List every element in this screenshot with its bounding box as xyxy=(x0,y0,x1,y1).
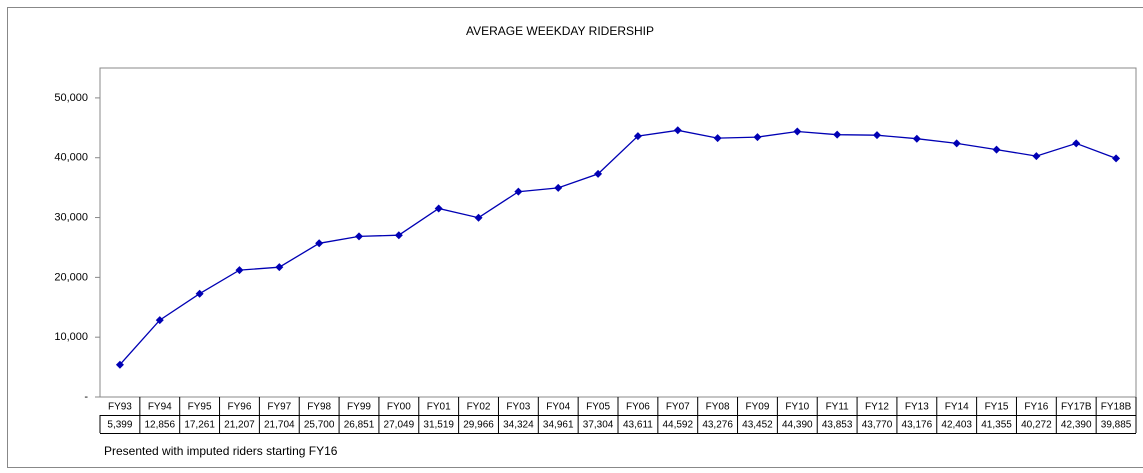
x-tick-label: FY11 xyxy=(826,402,850,413)
x-tick-label: FY09 xyxy=(746,402,770,413)
x-tick-label: FY18B xyxy=(1101,402,1132,413)
x-tick-label: FY99 xyxy=(347,402,371,413)
x-tick-label: FY94 xyxy=(148,402,172,413)
y-tick-label: 30,000 xyxy=(54,211,88,223)
table-value: 21,704 xyxy=(264,420,295,431)
x-tick-label: FY14 xyxy=(945,402,969,413)
x-tick-label: FY17B xyxy=(1061,402,1092,413)
table-value: 34,324 xyxy=(503,420,534,431)
table-value: 27,049 xyxy=(384,420,415,431)
table-value: 43,176 xyxy=(902,420,933,431)
data-point xyxy=(992,145,1001,154)
chart-title: AVERAGE WEEKDAY RIDERSHIP xyxy=(466,24,654,38)
data-point xyxy=(1072,139,1081,148)
data-point xyxy=(195,289,204,298)
data-point xyxy=(793,127,802,136)
data-point xyxy=(394,231,403,240)
x-tick-label: FY03 xyxy=(506,402,530,413)
table-value: 31,519 xyxy=(423,420,454,431)
y-tick-label: 50,000 xyxy=(54,92,88,104)
x-tick-label: FY12 xyxy=(865,402,889,413)
data-point xyxy=(235,266,244,275)
annotation: Presented with imputed riders starting F… xyxy=(104,444,338,458)
x-tick-label: FY05 xyxy=(586,402,610,413)
table-value: 17,261 xyxy=(184,420,215,431)
data-point xyxy=(952,139,961,148)
x-tick-label: FY10 xyxy=(785,402,809,413)
table-value: 43,276 xyxy=(702,420,733,431)
data-point xyxy=(514,187,523,196)
x-tick-label: FY04 xyxy=(546,402,570,413)
x-tick-label: FY07 xyxy=(666,402,690,413)
data-point xyxy=(155,316,164,325)
x-tick-label: FY06 xyxy=(626,402,650,413)
data-point xyxy=(355,232,363,241)
y-tick-label: - xyxy=(84,391,88,403)
chart-frame xyxy=(7,7,1143,468)
data-point xyxy=(434,204,443,213)
data-point xyxy=(554,183,563,192)
x-tick-label: FY02 xyxy=(467,402,491,413)
table-value: 26,851 xyxy=(344,420,375,431)
table-value: 42,390 xyxy=(1061,420,1092,431)
data-point xyxy=(474,213,483,222)
table-value: 43,853 xyxy=(822,420,853,431)
data-point xyxy=(833,130,842,139)
table-value: 44,592 xyxy=(662,420,693,431)
table-value: 12,856 xyxy=(144,420,175,431)
data-point xyxy=(1112,154,1121,163)
table-value: 43,611 xyxy=(623,420,653,431)
table-value: 39,885 xyxy=(1101,420,1132,431)
data-point xyxy=(753,133,762,142)
data-point xyxy=(912,134,921,143)
data-point xyxy=(673,126,682,135)
x-tick-label: FY16 xyxy=(1024,402,1048,413)
data-point xyxy=(275,263,284,272)
x-tick-label: FY98 xyxy=(307,402,331,413)
table-value: 44,390 xyxy=(782,420,813,431)
x-tick-label: FY08 xyxy=(706,402,730,413)
x-tick-label: FY01 xyxy=(427,402,451,413)
y-tick-label: 10,000 xyxy=(54,331,88,343)
data-point xyxy=(713,134,722,143)
data-point xyxy=(633,132,642,141)
data-point xyxy=(873,131,881,140)
table-value: 34,961 xyxy=(543,420,574,431)
data-point xyxy=(594,169,603,178)
table-value: 41,355 xyxy=(981,420,1012,431)
data-point xyxy=(115,360,124,369)
x-tick-label: FY00 xyxy=(387,402,411,413)
table-value: 25,700 xyxy=(304,420,335,431)
table-value: 29,966 xyxy=(463,420,494,431)
table-value: 5,399 xyxy=(107,420,132,431)
x-tick-label: FY95 xyxy=(188,402,212,413)
x-tick-label: FY93 xyxy=(108,402,132,413)
data-line xyxy=(119,129,1117,366)
x-tick-label: FY13 xyxy=(905,402,929,413)
table-value: 37,304 xyxy=(583,420,614,431)
y-tick-label: 40,000 xyxy=(54,152,88,164)
table-value: 43,452 xyxy=(742,420,773,431)
x-tick-label: FY97 xyxy=(267,402,291,413)
table-value: 21,207 xyxy=(224,420,255,431)
table-value: 40,272 xyxy=(1021,420,1052,431)
data-point xyxy=(1032,152,1041,161)
data-point xyxy=(315,239,324,248)
x-tick-label: FY96 xyxy=(228,402,252,413)
table-value: 42,403 xyxy=(941,420,972,431)
x-tick-label: FY15 xyxy=(985,402,1009,413)
y-tick-label: 20,000 xyxy=(54,271,88,283)
table-value: 43,770 xyxy=(862,420,893,431)
